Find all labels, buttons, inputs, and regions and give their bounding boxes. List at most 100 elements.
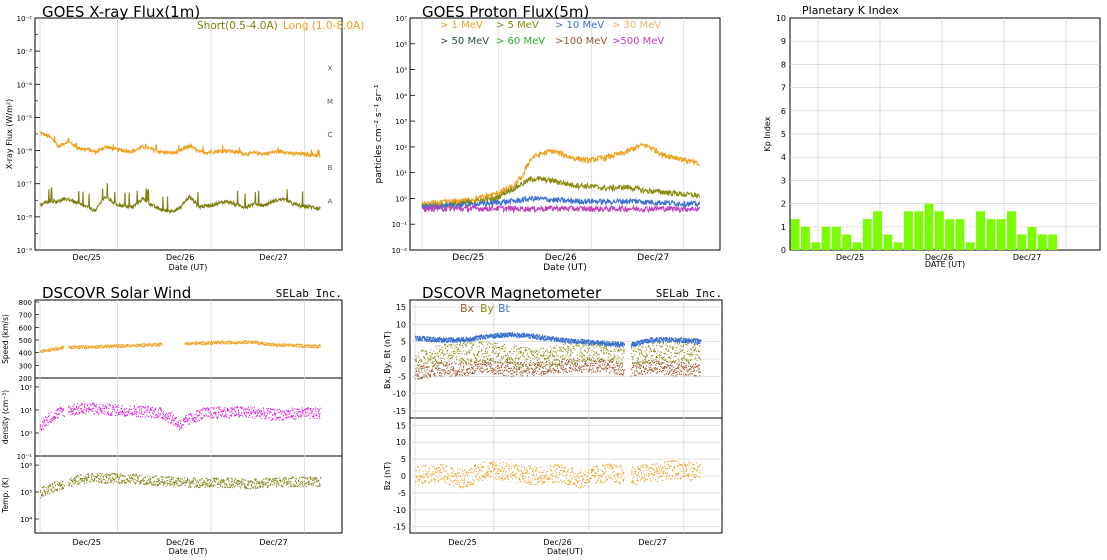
kp-ytick-label: 10 xyxy=(776,14,786,23)
kp-bar xyxy=(1048,234,1058,250)
mag-bz-tick-label: -15 xyxy=(393,523,406,532)
xray-xtick-label: Dec/26 xyxy=(166,253,194,262)
kp-xtick-label: Dec/27 xyxy=(1013,253,1041,262)
proton-x-axis-label: Date (UT) xyxy=(543,263,586,273)
wind-speed-tick-label: 300 xyxy=(19,362,32,370)
wind-speed-tick-label: 600 xyxy=(19,324,32,332)
mag-top-tick-label: -15 xyxy=(393,407,406,416)
proton-legend-item: >100 MeV xyxy=(555,36,607,47)
proton-ytick-label: 10⁴ xyxy=(395,92,407,100)
proton-xtick-label: Dec/25 xyxy=(452,253,484,263)
kp-ytick-label: 9 xyxy=(781,37,786,46)
mag-bz-tick-label: 15 xyxy=(396,421,406,430)
wind-title: DSCOVR Solar Wind xyxy=(42,284,191,302)
kp-bar xyxy=(976,211,985,250)
wind-xtick-label: Dec/25 xyxy=(73,538,101,547)
kp-bar xyxy=(996,219,1006,250)
kp-bar xyxy=(883,234,893,250)
xray-ytick-label: 10⁻⁹ xyxy=(17,247,33,255)
mag-bt-points xyxy=(415,331,702,348)
kp-bar xyxy=(831,226,841,250)
xray-class-label: M xyxy=(327,98,333,106)
xray-plot-frame xyxy=(34,17,343,251)
wind-speed-tick-label: 700 xyxy=(19,312,32,320)
kp-bar xyxy=(893,242,903,250)
wind-speed-tick-label: 400 xyxy=(19,350,32,358)
xray-ytick-label: 10⁻³ xyxy=(17,48,33,56)
kp-title: Planetary K Index xyxy=(802,4,899,17)
wind-density-tick-label: 10² xyxy=(20,384,32,392)
mag-by-points xyxy=(414,341,702,371)
xray-y-axis-label: X-ray Flux (W/m²) xyxy=(5,99,14,169)
wind-density-label: density (cm⁻³) xyxy=(1,390,10,444)
kp-bar xyxy=(945,219,955,250)
kp-ytick-label: 6 xyxy=(781,107,786,116)
xray-ytick-label: 10⁻⁴ xyxy=(17,81,33,89)
proton-ytick-label: 10² xyxy=(395,144,407,152)
xray-long-series xyxy=(39,131,321,159)
mag-top-tick-label: 10 xyxy=(396,320,406,329)
proton-legend-item: > 50 MeV xyxy=(440,36,489,47)
mag-top-tick-label: 15 xyxy=(396,303,406,312)
kp-ytick-label: 0 xyxy=(781,246,786,255)
proton-panel: GOES Proton Flux(5m) particles cm⁻² s⁻¹ … xyxy=(374,3,721,273)
kp-panel: Planetary K Index Kp Index DATE (UT) 0 1 2… xyxy=(763,4,1101,269)
proton-ytick-label: 10³ xyxy=(395,118,407,126)
mag-bz-tick-label: 0 xyxy=(401,472,406,481)
mag-brand: SELab Inc. xyxy=(656,287,722,300)
kp-ytick-label: 7 xyxy=(781,84,786,93)
proton-xtick-label: Dec/26 xyxy=(545,253,577,263)
xray-class-label: X xyxy=(328,65,333,73)
kp-ytick-label: 3 xyxy=(781,176,786,185)
mag-top-label: Bx, By, Bt (nT) xyxy=(383,331,392,389)
proton-legend-item: > 10 MeV xyxy=(555,20,604,31)
proton-ytick-label: 10¹ xyxy=(395,170,407,178)
mag-bz-label: Bz (nT) xyxy=(383,462,392,490)
wind-density-tick-label: 10¹ xyxy=(20,407,32,415)
wind-speed-tick-label: 500 xyxy=(19,337,32,345)
proton-legend-item: >500 MeV xyxy=(612,36,664,47)
proton-plot-frame xyxy=(409,17,721,251)
wind-xtick-label: Dec/26 xyxy=(166,538,194,547)
kp-x-axis-label: DATE (UT) xyxy=(925,260,965,269)
kp-bar xyxy=(1007,211,1016,250)
proton-ytick-label: 10⁷ xyxy=(395,15,407,23)
kp-xtick-label: Dec/25 xyxy=(836,253,864,262)
kp-bar xyxy=(862,219,872,250)
kp-bar xyxy=(1017,234,1027,250)
kp-bar xyxy=(811,242,821,250)
kp-ytick-label: 2 xyxy=(781,200,786,209)
mag-bz-points xyxy=(415,459,701,489)
kp-bar xyxy=(801,226,810,250)
kp-bar xyxy=(1027,226,1037,250)
mag-plot-frame xyxy=(409,299,723,534)
wind-temp-label: Temp. (K) xyxy=(1,477,10,514)
proton-legend-item: > 5 MeV xyxy=(496,20,539,31)
xray-ytick-label: 10⁻⁵ xyxy=(17,114,33,122)
xray-ytick-label: 10⁻⁶ xyxy=(17,148,33,156)
xray-class-label: C xyxy=(328,131,333,139)
xray-title: GOES X-ray Flux(1m) xyxy=(42,3,200,21)
mag-title: DSCOVR Magnetometer xyxy=(422,284,602,302)
xray-class-label: B xyxy=(328,164,333,172)
wind-speed-tick-label: 800 xyxy=(19,299,32,307)
proton-legend-item: > 30 MeV xyxy=(612,20,661,31)
proton-ytick-label: 10⁻² xyxy=(392,247,408,255)
mag-top-tick-label: 0 xyxy=(401,355,406,364)
xray-ytick-label: 10⁻⁷ xyxy=(17,181,33,189)
wind-speed-points xyxy=(39,340,322,354)
magnetometer-panel: DSCOVR Magnetometer SELab Inc. Bx, By, B… xyxy=(383,284,723,556)
kp-bar xyxy=(914,211,924,250)
xray-xtick-label: Dec/25 xyxy=(73,253,101,262)
xray-panel: GOES X-ray Flux(1m) Short(0.5-4.0A) Long… xyxy=(5,3,364,272)
xray-ytick-label: 10⁻² xyxy=(17,15,33,23)
mag-legend-item: By xyxy=(480,302,495,315)
wind-temp-points xyxy=(40,472,322,499)
proton-ytick-label: 10⁵ xyxy=(395,67,407,75)
xray-legend-long: Long (1.0-8.0A) xyxy=(283,20,364,32)
mag-bz-tick-label: 5 xyxy=(401,455,406,464)
kp-xtick-label: Dec/26 xyxy=(925,253,953,262)
kp-ytick-label: 4 xyxy=(781,153,786,162)
kp-bar xyxy=(965,242,975,250)
